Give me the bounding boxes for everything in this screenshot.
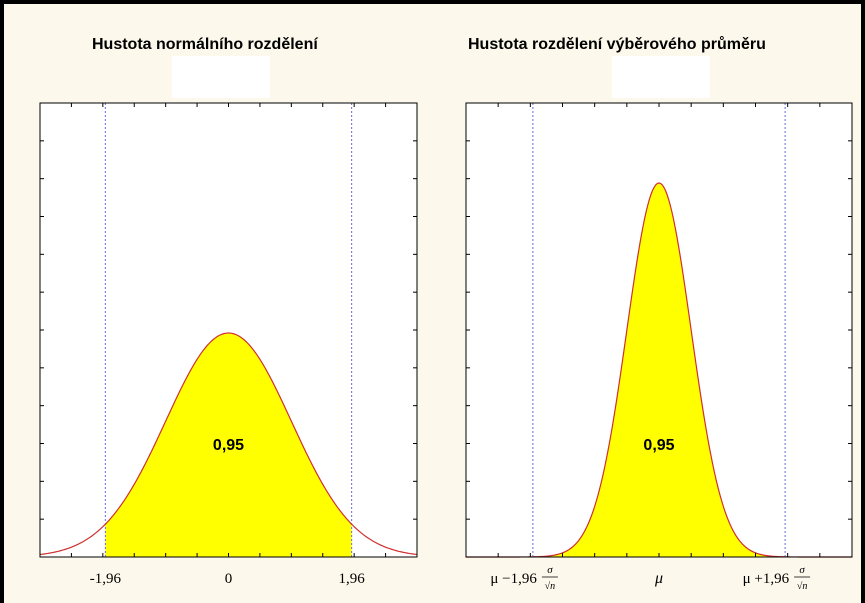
shaded-area <box>532 183 786 557</box>
tick-label: 1,96 <box>339 571 366 587</box>
shaded-area <box>105 333 352 557</box>
tick-label-numerator: σ <box>547 564 553 576</box>
tick-label: μ <box>654 570 663 587</box>
tick-label-formula: μ −1,96 σ √n <box>490 564 558 592</box>
chart-title-left: Hustota normálního rozdělení <box>92 36 318 53</box>
title-gap-left <box>172 56 270 98</box>
tick-label-main: μ −1,96 <box>490 571 537 587</box>
tick-label-main: μ +1,96 <box>743 571 790 587</box>
tick-label-denominator: √n <box>545 581 556 592</box>
frame-right-border <box>861 0 865 603</box>
tick-label: -1,96 <box>90 571 122 587</box>
frame-left-border <box>0 0 4 603</box>
tick-label-denominator: √n <box>797 581 808 592</box>
chart-left: 0,95 -1,96 0 1,96 <box>39 102 418 587</box>
frame-top-border <box>0 0 865 4</box>
density-curve <box>39 332 418 556</box>
tick-label: 0 <box>225 571 233 587</box>
tick-label-formula: μ +1,96 σ √n <box>743 564 811 592</box>
chart-right: 0,95 μ −1,96 σ √n μ μ +1,96 σ √n <box>465 102 853 592</box>
title-gap-right <box>612 56 710 98</box>
chart-title-right: Hustota rozdělení výběrového průměru <box>468 36 766 53</box>
tick-label-numerator: σ <box>799 564 805 576</box>
area-label: 0,95 <box>643 437 674 454</box>
area-label: 0,95 <box>213 437 244 454</box>
